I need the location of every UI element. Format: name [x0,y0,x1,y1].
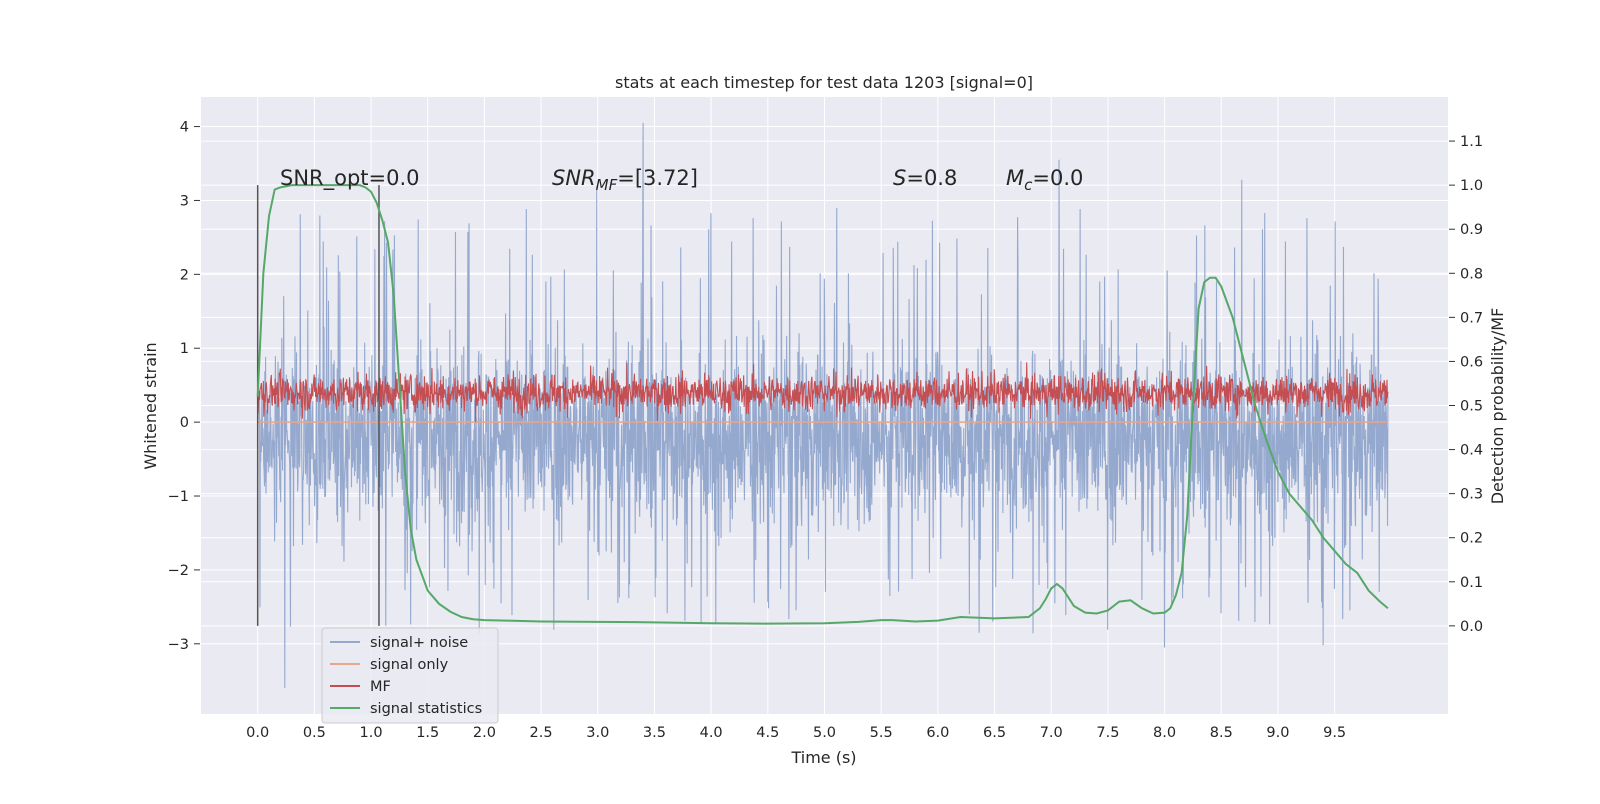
y-right-tick-label: 0.3 [1460,487,1483,503]
y-left-tick-label: 1 [180,341,189,357]
y-right-tick-label: 0.8 [1460,266,1483,282]
y-right-tick-label: 0.7 [1460,310,1483,326]
y-right-tick-label: 0.2 [1460,531,1483,547]
y-left-tick-label: −2 [168,563,189,579]
y-right-tick-label: 0.9 [1460,222,1483,238]
y-left-tick-label: 3 [180,193,189,209]
y-left-tick-label: −1 [168,489,189,505]
y-axis-label-left: Whitened strain [141,342,160,469]
x-tick-label: 1.5 [416,725,439,741]
x-tick-label: 5.5 [870,725,893,741]
y-right-ticks: 1.1 1.0 0.9 0.8 0.7 0.6 0.5 0.4 0.3 0.2 0.1 0.0 [1449,134,1483,635]
x-axis-label: Time (s) [790,748,856,767]
x-tick-label: 6.0 [926,725,949,741]
signal-noise-series [257,122,1389,689]
x-tick-label: 9.5 [1323,725,1346,741]
y-right-tick-label: 1.1 [1460,134,1483,150]
mc-rest: =0.0 [1032,166,1083,190]
legend-label-mf: MF [370,679,391,695]
legend-label-stats: signal statistics [370,701,482,717]
signal-statistics-line [256,184,1389,625]
y-axis-label-right: Detection probability/MF [1488,308,1507,505]
x-tick-label: 3.0 [586,725,609,741]
x-tick-label: 7.0 [1040,725,1063,741]
vertical-lines [256,185,380,626]
y-left-tick-label: 4 [180,120,189,136]
x-tick-label: 5.0 [813,725,836,741]
x-tick-label: 8.5 [1210,725,1233,741]
mc-var: M [1006,166,1024,190]
mf-series [257,362,1389,423]
x-tick-label: 0.5 [303,725,326,741]
legend: signal+ noise signal only MF signal stat… [321,627,499,724]
y-right-tick-label: 0.1 [1460,575,1483,591]
s-rest: =0.8 [906,166,957,190]
x-tick-label: 7.5 [1096,725,1119,741]
y-right-tick-label: 0.6 [1460,354,1483,370]
x-tick-label: 9.0 [1266,725,1289,741]
mf-line [257,362,1389,423]
chart-title: stats at each timestep for test data 120… [615,73,1033,92]
x-tick-label: 4.0 [700,725,723,741]
snr-mf-sub: MF [596,176,618,194]
y-right-tick-label: 1.0 [1460,178,1483,194]
annotation-snr-mf: SNRMF=[3.72] [552,166,698,194]
annotation-s: S=0.8 [893,166,957,190]
x-tick-label: 4.5 [756,725,779,741]
signal-statistics-series [256,184,1389,625]
legend-box [321,627,499,724]
x-tick-label: 2.0 [473,725,496,741]
signal-noise-line [257,122,1389,689]
x-tick-label: 1.0 [360,725,383,741]
legend-label-noise: signal+ noise [370,635,468,651]
y-right-tick-label: 0.5 [1460,399,1483,415]
y-right-tick-label: 0.4 [1460,443,1483,459]
mc-sub: c [1024,176,1033,194]
y-left-tick-label: 0 [180,415,189,431]
annotation-mc: Mc=0.0 [1006,166,1083,194]
y-left-ticks: 4 3 2 1 0 −1 −2 −3 [168,120,200,653]
s-var: S [893,166,906,190]
x-tick-label: 8.0 [1153,725,1176,741]
y-left-tick-label: 2 [180,267,189,283]
x-tick-label: 6.5 [983,725,1006,741]
x-tick-label: 0.0 [246,725,269,741]
x-tick-label: 3.5 [643,725,666,741]
snr-mf-base: SNR [552,166,596,190]
x-tick-label: 2.5 [530,725,553,741]
legend-label-signal: signal only [370,657,449,673]
y-right-tick-label: 0.0 [1460,619,1483,635]
y-left-tick-label: −3 [168,637,189,653]
snr-mf-rest: =[3.72] [617,166,698,190]
annotation-snr-opt: SNR_opt=0.0 [280,166,420,191]
x-axis-ticks: 0.0 0.5 1.0 1.5 2.0 2.5 3.0 3.5 4.0 4.5 5.0 5.5 6.0 6… [246,725,1346,741]
